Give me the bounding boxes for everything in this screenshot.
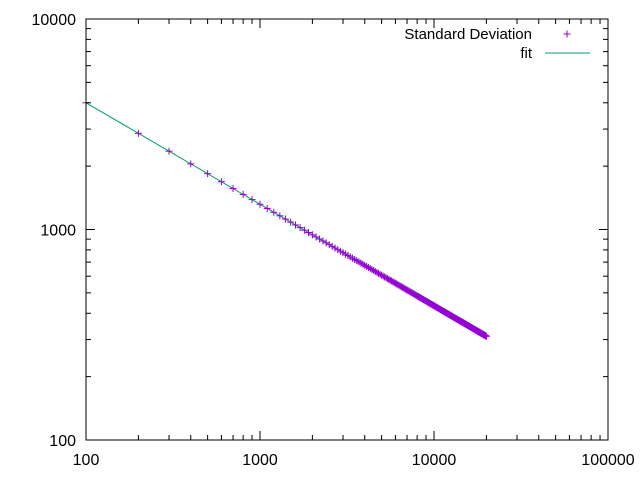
data-point xyxy=(217,178,225,186)
x-tick-label: 100000 xyxy=(581,452,634,469)
y-tick-label: 100 xyxy=(49,433,76,450)
y-tick-label: 10000 xyxy=(32,12,77,29)
data-point xyxy=(292,221,300,229)
x-tick-label: 1000 xyxy=(242,452,278,469)
data-point xyxy=(281,215,289,223)
legend: Standard Deviation fit xyxy=(404,26,590,62)
x-tick-label: 100 xyxy=(73,452,100,469)
data-point xyxy=(296,224,304,232)
data-point xyxy=(375,269,383,277)
x-tick-label: 10000 xyxy=(412,452,457,469)
data-point xyxy=(308,231,316,239)
data-point xyxy=(364,263,372,271)
data-point xyxy=(248,196,256,204)
data-point xyxy=(263,204,271,212)
data-point xyxy=(287,218,295,226)
data-point xyxy=(378,271,386,279)
data-point xyxy=(204,170,212,178)
data-point xyxy=(239,190,247,198)
data-point xyxy=(256,200,264,208)
data-point xyxy=(229,185,237,193)
data-point xyxy=(187,160,195,168)
legend-label-standard-deviation: Standard Deviation xyxy=(404,26,532,43)
data-points-layer xyxy=(82,99,490,340)
data-point xyxy=(165,147,173,155)
data-point xyxy=(379,272,387,280)
data-point xyxy=(322,239,330,247)
data-point xyxy=(134,129,142,137)
axes-layer: 100 1000 10000 100000 100 1000 10000 xyxy=(32,12,635,469)
data-point xyxy=(376,270,384,278)
data-point xyxy=(381,273,389,281)
legend-marker-plus xyxy=(563,30,571,38)
data-point xyxy=(276,212,284,220)
y-tick-label: 1000 xyxy=(40,223,76,240)
data-point xyxy=(300,226,308,234)
data-point xyxy=(363,262,371,270)
data-point xyxy=(305,229,313,237)
data-point xyxy=(328,242,336,250)
legend-label-fit: fit xyxy=(520,45,533,62)
data-point xyxy=(325,241,333,249)
data-point xyxy=(482,332,490,340)
data-point xyxy=(270,208,278,216)
data-point xyxy=(312,233,320,241)
